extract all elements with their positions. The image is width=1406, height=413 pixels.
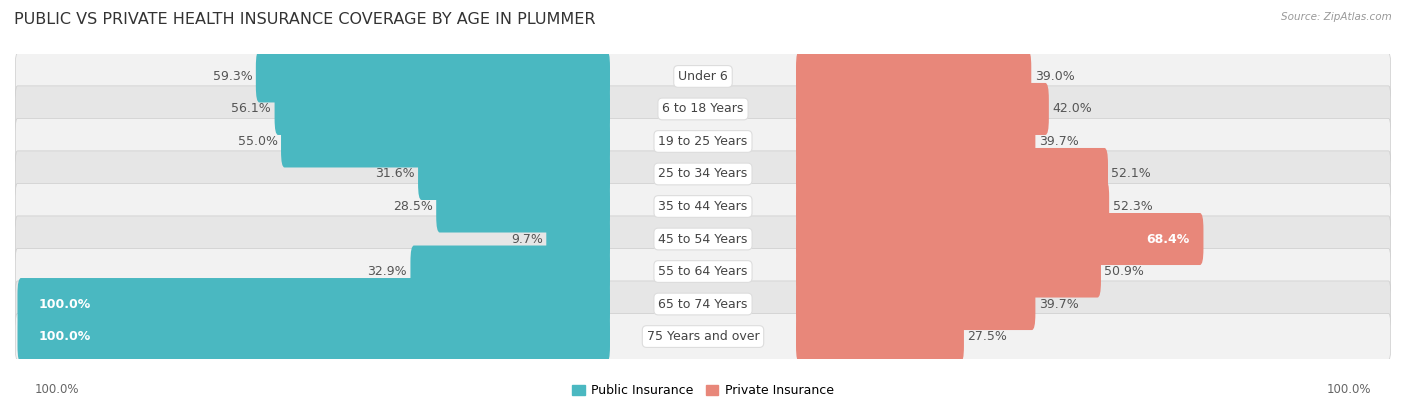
Text: 19 to 25 Years: 19 to 25 Years (658, 135, 748, 148)
FancyBboxPatch shape (15, 183, 1391, 230)
FancyBboxPatch shape (796, 311, 965, 363)
FancyBboxPatch shape (796, 278, 1035, 330)
Text: 35 to 44 Years: 35 to 44 Years (658, 200, 748, 213)
Text: 39.0%: 39.0% (1035, 70, 1074, 83)
Text: 55 to 64 Years: 55 to 64 Years (658, 265, 748, 278)
FancyBboxPatch shape (796, 180, 1109, 233)
FancyBboxPatch shape (15, 119, 1391, 164)
FancyBboxPatch shape (15, 216, 1391, 262)
FancyBboxPatch shape (796, 245, 1101, 297)
Text: 28.5%: 28.5% (392, 200, 433, 213)
Text: PUBLIC VS PRIVATE HEALTH INSURANCE COVERAGE BY AGE IN PLUMMER: PUBLIC VS PRIVATE HEALTH INSURANCE COVER… (14, 12, 596, 27)
Text: 39.7%: 39.7% (1039, 135, 1078, 148)
FancyBboxPatch shape (15, 313, 1391, 360)
Text: 45 to 54 Years: 45 to 54 Years (658, 233, 748, 245)
FancyBboxPatch shape (418, 148, 610, 200)
Text: 100.0%: 100.0% (1326, 384, 1371, 396)
FancyBboxPatch shape (796, 116, 1035, 168)
Text: 39.7%: 39.7% (1039, 297, 1078, 311)
FancyBboxPatch shape (281, 116, 610, 168)
FancyBboxPatch shape (796, 50, 1031, 102)
FancyBboxPatch shape (796, 148, 1108, 200)
Text: 42.0%: 42.0% (1052, 102, 1092, 116)
Legend: Public Insurance, Private Insurance: Public Insurance, Private Insurance (567, 379, 839, 402)
FancyBboxPatch shape (436, 180, 610, 233)
Text: 55.0%: 55.0% (238, 135, 277, 148)
FancyBboxPatch shape (796, 83, 1049, 135)
Text: 31.6%: 31.6% (375, 168, 415, 180)
Text: 68.4%: 68.4% (1146, 233, 1189, 245)
Text: 6 to 18 Years: 6 to 18 Years (662, 102, 744, 116)
FancyBboxPatch shape (15, 151, 1391, 197)
Text: Under 6: Under 6 (678, 70, 728, 83)
Text: 56.1%: 56.1% (232, 102, 271, 116)
Text: 59.3%: 59.3% (212, 70, 253, 83)
Text: 32.9%: 32.9% (367, 265, 406, 278)
FancyBboxPatch shape (15, 86, 1391, 132)
Text: Source: ZipAtlas.com: Source: ZipAtlas.com (1281, 12, 1392, 22)
Text: 75 Years and over: 75 Years and over (647, 330, 759, 343)
Text: 9.7%: 9.7% (510, 233, 543, 245)
FancyBboxPatch shape (411, 245, 610, 297)
FancyBboxPatch shape (15, 249, 1391, 294)
Text: 100.0%: 100.0% (35, 384, 80, 396)
Text: 27.5%: 27.5% (967, 330, 1007, 343)
FancyBboxPatch shape (17, 311, 610, 363)
FancyBboxPatch shape (256, 50, 610, 102)
FancyBboxPatch shape (17, 278, 610, 330)
FancyBboxPatch shape (15, 53, 1391, 100)
Text: 52.1%: 52.1% (1111, 168, 1152, 180)
FancyBboxPatch shape (15, 281, 1391, 327)
FancyBboxPatch shape (796, 213, 1204, 265)
Text: 100.0%: 100.0% (38, 330, 90, 343)
FancyBboxPatch shape (547, 213, 610, 265)
Text: 50.9%: 50.9% (1104, 265, 1144, 278)
Text: 25 to 34 Years: 25 to 34 Years (658, 168, 748, 180)
FancyBboxPatch shape (274, 83, 610, 135)
Text: 52.3%: 52.3% (1112, 200, 1153, 213)
Text: 65 to 74 Years: 65 to 74 Years (658, 297, 748, 311)
Text: 100.0%: 100.0% (38, 297, 90, 311)
